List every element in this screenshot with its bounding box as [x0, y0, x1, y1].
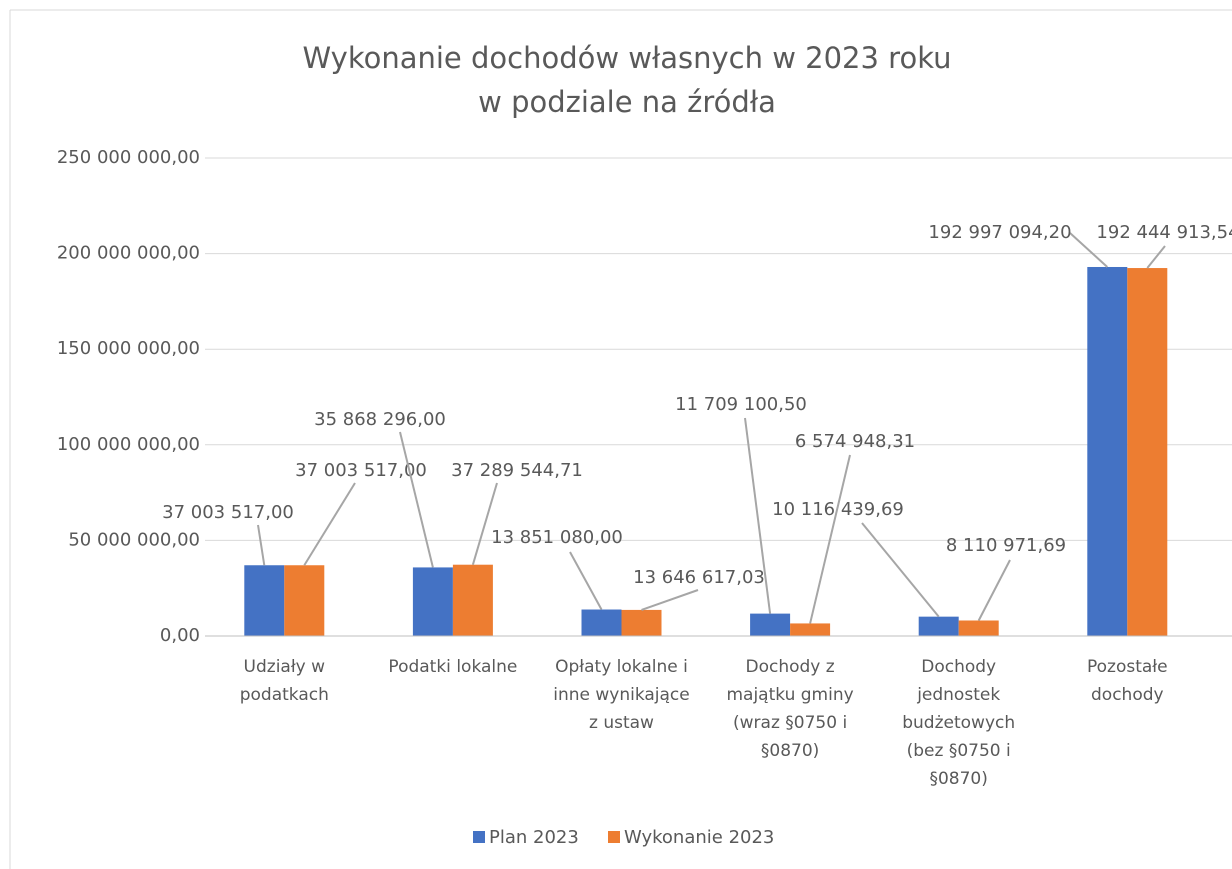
data-label: 13 851 080,00	[491, 527, 623, 548]
leader-line	[471, 482, 498, 565]
chart-title: w podziale na źródła	[478, 85, 776, 119]
data-label: 37 003 517,00	[295, 460, 427, 481]
x-tick-label: Opłaty lokalne i inne wynikające z ustaw	[553, 657, 690, 733]
data-label: 8 110 971,69	[946, 535, 1066, 556]
chart-title: Wykonanie dochodów własnych w 2023 roku	[303, 41, 952, 75]
data-label: 11 709 100,50	[675, 394, 807, 415]
y-tick-label: 0,00	[160, 625, 200, 646]
bar	[918, 616, 959, 636]
x-tick-label: Podatki lokalne	[388, 657, 518, 677]
bar	[581, 609, 622, 636]
legend-swatch	[473, 831, 485, 843]
legend-swatch	[608, 831, 620, 843]
leader-line	[569, 551, 603, 610]
x-tick-label: Dochody jednostek budżetowych (bez §0750…	[902, 657, 1016, 789]
data-label: 10 116 439,69	[772, 499, 904, 520]
legend-label: Wykonanie 2023	[624, 827, 774, 848]
bar	[750, 613, 791, 636]
x-tick-label: Dochody z majątku gminy (wraz §0750 i §0…	[726, 657, 854, 761]
bar	[244, 565, 285, 636]
leader-line	[861, 522, 940, 618]
bar	[412, 567, 453, 636]
bar	[621, 609, 662, 636]
bar	[452, 564, 493, 636]
bar	[958, 620, 999, 636]
leader-line	[1069, 232, 1108, 268]
bar	[284, 565, 325, 636]
leader-line	[641, 589, 699, 611]
data-label: 37 289 544,71	[451, 460, 583, 481]
legend-label: Plan 2023	[489, 827, 579, 848]
x-tick-label: Pozostałe dochody	[1086, 657, 1168, 705]
bar	[790, 623, 831, 636]
leader-line	[399, 431, 434, 568]
y-tick-label: 50 000 000,00	[68, 529, 200, 550]
bar	[1127, 268, 1168, 636]
data-label: 6 574 948,31	[795, 431, 915, 452]
y-tick-label: 200 000 000,00	[57, 243, 200, 264]
x-tick-label: Udziały w podatkach	[239, 657, 329, 705]
leader-line	[303, 482, 356, 566]
leader-line	[257, 524, 266, 566]
y-tick-label: 100 000 000,00	[57, 434, 200, 455]
leader-line	[744, 417, 772, 614]
bar	[1087, 266, 1128, 636]
y-tick-label: 150 000 000,00	[57, 338, 200, 359]
leader-line	[809, 454, 851, 624]
data-label: 192 444 913,54	[1096, 222, 1232, 243]
data-label: 37 003 517,00	[162, 502, 294, 523]
leader-line	[977, 559, 1011, 621]
leader-line	[1146, 245, 1166, 269]
data-label: 192 997 094,20	[928, 222, 1071, 243]
y-tick-label: 250 000 000,00	[57, 147, 200, 168]
data-label: 35 868 296,00	[314, 409, 446, 430]
data-label: 13 646 617,03	[633, 567, 765, 588]
